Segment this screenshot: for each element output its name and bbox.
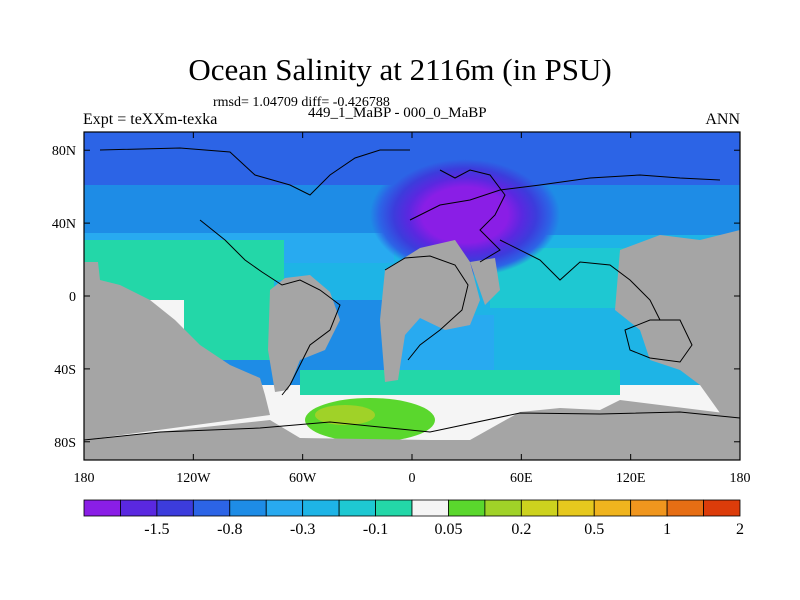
land-east bbox=[615, 230, 740, 460]
y-tick-label: 80S bbox=[54, 436, 76, 451]
colorbar-swatch bbox=[375, 499, 413, 517]
colorbar-swatch bbox=[520, 499, 559, 517]
colorbar-swatch bbox=[448, 499, 486, 517]
colorbar-swatch bbox=[338, 499, 376, 517]
x-tick-label: 120W bbox=[176, 471, 211, 486]
land-south-america bbox=[268, 275, 340, 392]
coast-antarctica bbox=[84, 411, 740, 441]
coast-africa bbox=[384, 255, 469, 361]
colorbar-swatch bbox=[484, 499, 522, 517]
colorbar-label: -1.5 bbox=[144, 521, 169, 538]
land-west bbox=[84, 262, 270, 440]
colorbar-swatch bbox=[120, 499, 158, 517]
season-label: ANN bbox=[705, 111, 740, 128]
colorbar-swatch bbox=[302, 499, 340, 517]
stats-text: rmsd= 1.04709 diff= -0.426788 bbox=[213, 95, 390, 110]
band-southern-teal bbox=[300, 370, 620, 395]
land-masses bbox=[84, 230, 740, 460]
map-field bbox=[84, 132, 740, 460]
colorbar-label: -0.8 bbox=[217, 521, 242, 538]
coast-arctic-americas bbox=[99, 147, 410, 196]
land-arabia bbox=[470, 258, 500, 305]
colorbar-label: 0.2 bbox=[511, 521, 531, 538]
coast-europe bbox=[439, 169, 506, 263]
experiment-label: Expt = teXXm-texka bbox=[83, 111, 218, 128]
colorbar-swatch bbox=[593, 499, 632, 517]
coast-south-asia bbox=[499, 239, 661, 321]
colorbar-label: 1 bbox=[663, 521, 671, 538]
colorbar: -1.5 -0.8 -0.3 -0.1 0.05 0.2 0.5 1 2 bbox=[83, 499, 744, 538]
colorbar-label: 2 bbox=[736, 521, 744, 538]
coastlines bbox=[84, 147, 740, 441]
colorbar-label: -0.1 bbox=[363, 521, 388, 538]
colorbar-swatch bbox=[83, 499, 121, 517]
colorbar-swatch bbox=[557, 499, 595, 517]
coast-americas bbox=[199, 219, 341, 396]
colorbar-label: -0.3 bbox=[290, 521, 315, 538]
y-tick-label: 40N bbox=[52, 217, 76, 232]
y-axis: 80N 40N 0 40S 80S bbox=[52, 144, 740, 451]
difference-label: 449_1_MaBP - 000_0_MaBP bbox=[308, 105, 487, 121]
y-tick-label: 0 bbox=[69, 290, 76, 305]
land-antarctica bbox=[84, 400, 740, 460]
colorbar-swatch bbox=[229, 499, 267, 517]
land-africa bbox=[380, 240, 480, 382]
colorbar-swatch bbox=[630, 499, 668, 517]
colorbar-swatch bbox=[156, 499, 194, 517]
x-tick-label: 60E bbox=[510, 471, 533, 486]
x-tick-label: 120E bbox=[616, 471, 646, 486]
x-tick-label: 0 bbox=[409, 471, 416, 486]
x-tick-label: 180 bbox=[730, 471, 751, 486]
colorbar-swatch bbox=[411, 499, 449, 517]
colorbar-swatch bbox=[666, 499, 704, 517]
colorbar-label: 0.5 bbox=[584, 521, 604, 538]
chart-title: Ocean Salinity at 2116m (in PSU) bbox=[188, 52, 612, 87]
x-tick-label: 180 bbox=[74, 471, 95, 486]
x-tick-label: 60W bbox=[289, 471, 317, 486]
weddell-strong-anomaly bbox=[315, 405, 375, 425]
colorbar-swatch bbox=[265, 499, 304, 517]
coast-australia bbox=[624, 319, 693, 363]
x-axis: 180 120W 60W 0 60E 120E 180 bbox=[74, 132, 751, 486]
colorbar-label: 0.05 bbox=[434, 521, 462, 538]
y-tick-label: 40S bbox=[54, 363, 76, 378]
colorbar-swatch bbox=[192, 499, 231, 517]
colorbar-swatch bbox=[703, 499, 741, 517]
y-tick-label: 80N bbox=[52, 144, 76, 159]
coast-eurasia bbox=[409, 174, 721, 221]
